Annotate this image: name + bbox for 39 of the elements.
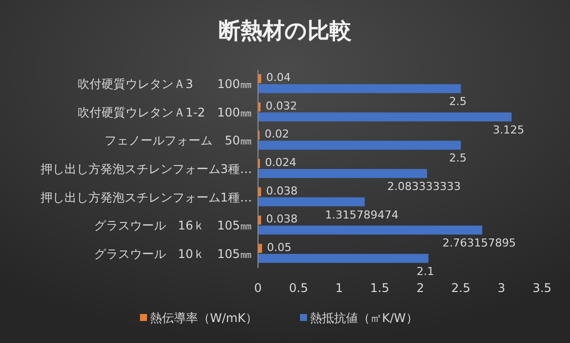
data-label: 0.05 <box>267 240 292 254</box>
bar <box>258 169 428 178</box>
x-tick-label: 1.5 <box>370 281 390 295</box>
bar <box>258 226 482 235</box>
x-tick-label: 3 <box>498 281 506 295</box>
data-label: 2.5 <box>449 152 467 165</box>
data-label: 0.04 <box>266 71 291 84</box>
x-tick-label: 2.5 <box>451 281 470 295</box>
y-tick-label: 押し出し方発泡スチレンフォーム3種… <box>40 162 252 176</box>
bar <box>258 84 461 94</box>
legend-label: 熱抵抗値（㎡K/W） <box>310 311 418 325</box>
x-tick-label: 0 <box>254 281 262 295</box>
x-tick-label: 3.5 <box>532 281 552 295</box>
y-tick-label: フェノールフォーム 50㎜ <box>104 134 252 148</box>
data-label: 2.083333333 <box>387 180 461 193</box>
data-label: 0.032 <box>266 99 298 112</box>
bar <box>258 112 512 122</box>
data-label: 0.02 <box>264 128 290 141</box>
y-tick-label: グラスウール 10ｋ 105㎜ <box>94 246 252 261</box>
x-tick-label: 2 <box>416 281 424 295</box>
bar <box>258 140 461 150</box>
y-tick-label: グラスウール 16ｋ 105㎜ <box>94 218 252 233</box>
chart-title: 断熱材の比較 <box>218 19 352 44</box>
y-tick-label: 押し出し方発泡スチレンフォーム1種… <box>40 190 252 204</box>
x-tick-label: 1 <box>335 281 343 295</box>
data-label: 2.1 <box>416 264 434 278</box>
data-label: 0.038 <box>266 212 298 226</box>
data-label: 2.5 <box>449 95 467 108</box>
x-tick-label: 0.5 <box>289 281 308 295</box>
data-label: 0.024 <box>264 156 296 169</box>
data-label: 0.038 <box>266 184 298 198</box>
data-label: 1.315789474 <box>325 208 399 222</box>
y-tick-label: 吹付硬質ウレタンＡ3 100㎜ <box>77 77 252 92</box>
y-tick-label: 吹付硬質ウレタンＡ1-2 100㎜ <box>77 105 252 120</box>
data-label: 3.125 <box>492 123 524 136</box>
data-label: 2.763157895 <box>442 236 516 250</box>
legend-label: 熱伝導率（W/mK） <box>150 311 258 325</box>
bar <box>258 197 365 206</box>
bar <box>258 254 428 263</box>
